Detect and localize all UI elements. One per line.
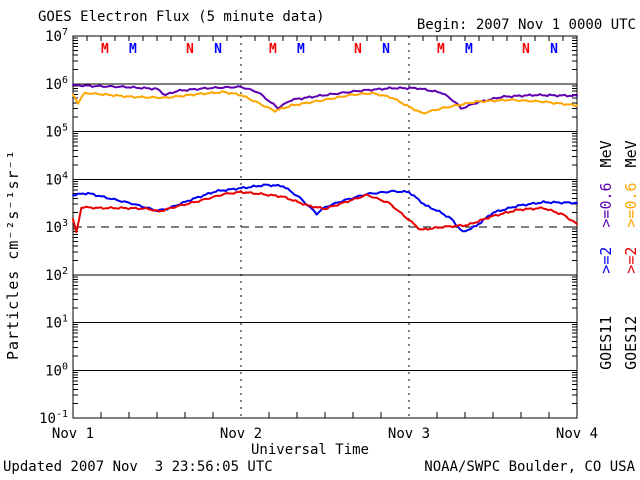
legend-goes12-ge06: >=0.6 [622, 182, 640, 228]
event-marker-m: M [465, 42, 473, 57]
credit-label: NOAA/SWPC Boulder, CO USA [424, 459, 635, 475]
begin-time-label: Begin: 2007 Nov 1 0000 UTC [416, 17, 636, 33]
series-line-g12-e2 [72, 190, 578, 234]
y-tick-label: 106 [45, 75, 68, 93]
series-line-g11-e2 [72, 183, 578, 233]
event-marker-n: N [550, 42, 558, 57]
event-marker-n: N [382, 42, 390, 57]
event-marker-n: N [214, 42, 222, 57]
y-tick-label: 101 [45, 314, 68, 332]
x-tick-label: Nov 2 [220, 426, 262, 442]
y-tick-label: 104 [45, 170, 68, 188]
x-axis-title: Universal Time [250, 442, 369, 458]
x-tick-label: Nov 4 [556, 426, 598, 442]
event-marker-m: M [297, 42, 305, 57]
legend-goes12-satellite: GOES12 [622, 315, 640, 370]
event-marker-m: M [101, 42, 109, 57]
updated-timestamp: Updated 2007 Nov 3 23:56:05 UTC [3, 459, 273, 475]
legend-goes12-ge2: >=2 [622, 246, 640, 274]
legend-goes12-mev: MeV [622, 140, 640, 168]
event-marker-n: N [522, 42, 530, 57]
event-marker-m: M [129, 42, 137, 57]
y-tick-label: 102 [45, 266, 68, 284]
y-tick-label: 105 [45, 123, 68, 141]
event-marker-m: M [437, 42, 445, 57]
event-marker-m: M [269, 42, 277, 57]
event-marker-n: N [186, 42, 194, 57]
plot-frame [72, 35, 578, 419]
y-tick-label: 103 [45, 218, 68, 236]
event-marker-n: N [354, 42, 362, 57]
y-tick-label: 107 [45, 27, 68, 45]
series-line-g11-e06 [72, 83, 578, 110]
chart-title: GOES Electron Flux (5 minute data) [38, 9, 325, 25]
y-tick-label: 10-1 [39, 409, 68, 427]
legend-goes12: GOES12 >=2 >=0.6 MeV [609, 140, 640, 406]
series-line-g12-e06 [72, 90, 578, 115]
x-tick-label: Nov 1 [52, 426, 94, 442]
x-tick-label: Nov 3 [388, 426, 430, 442]
y-tick-label: 100 [45, 361, 68, 379]
